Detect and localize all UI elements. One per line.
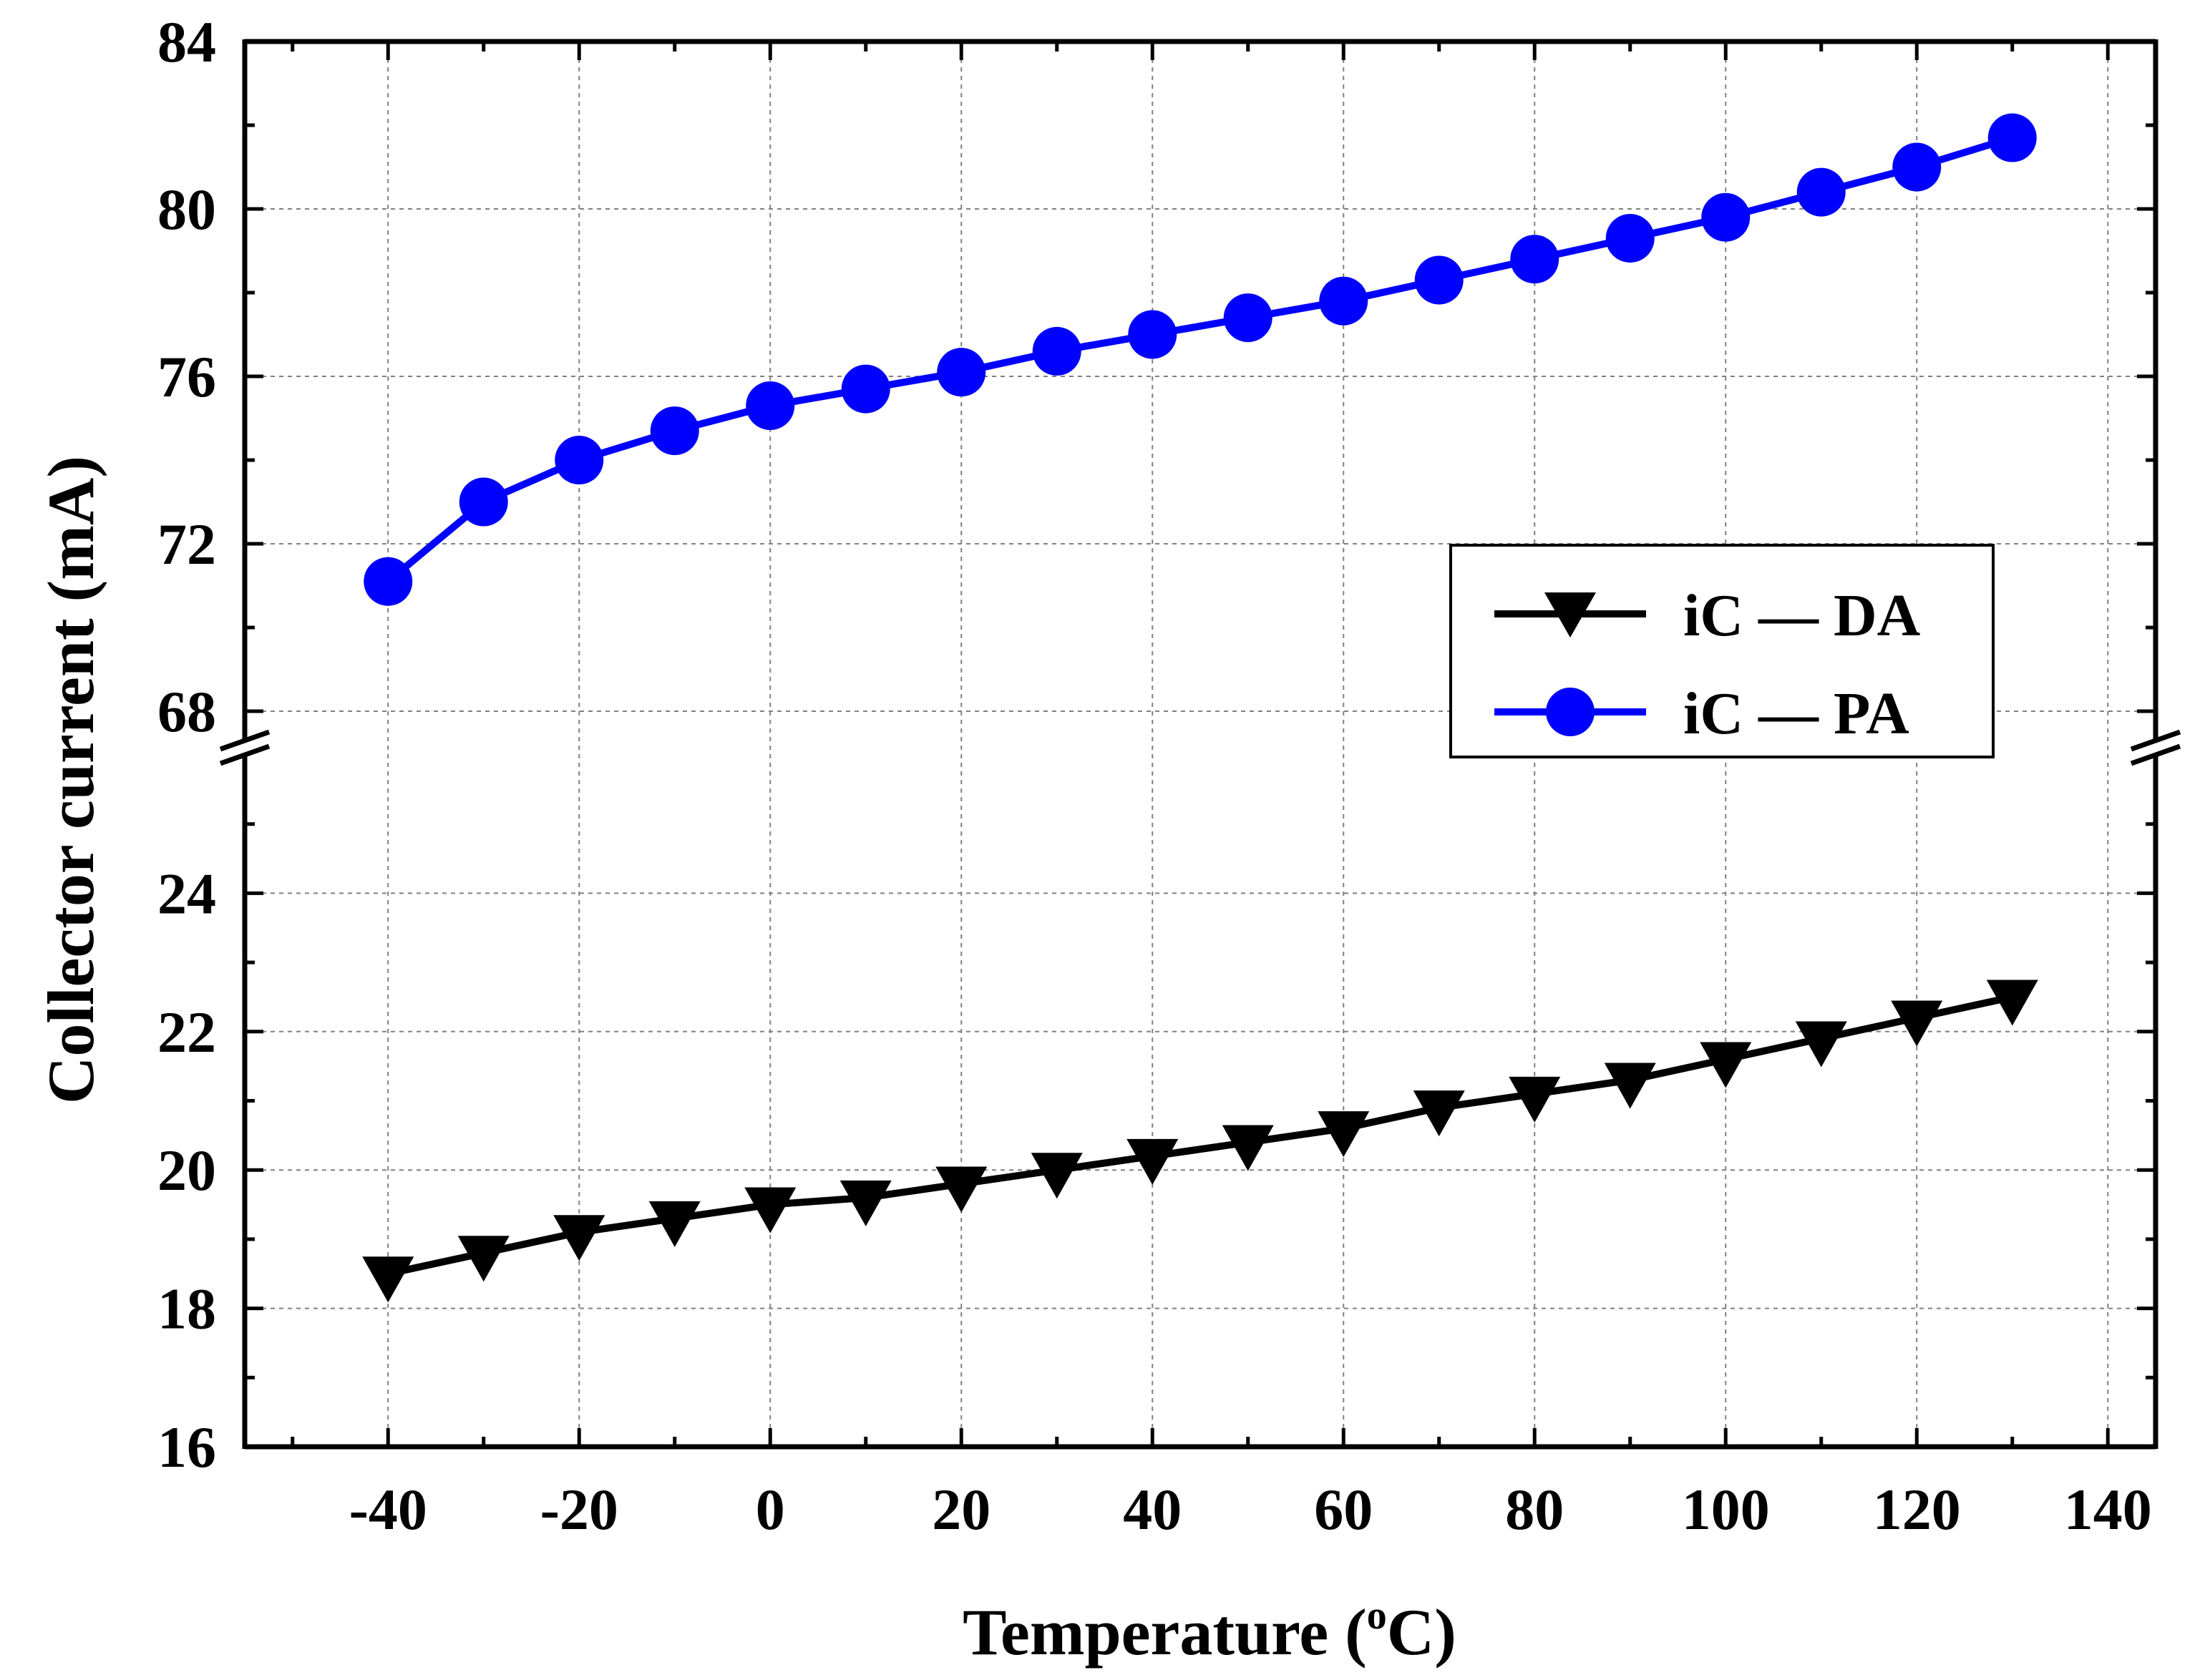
legend-marker-pa bbox=[1546, 688, 1595, 736]
legend-label-pa-tail: PA bbox=[1834, 680, 1909, 747]
data-point-pa bbox=[1414, 255, 1464, 305]
data-point-pa bbox=[1605, 213, 1655, 263]
data-point-pa bbox=[1987, 113, 2037, 162]
data-point-pa bbox=[746, 381, 795, 430]
axis-break-right bbox=[2130, 729, 2181, 752]
x-axis-title-end: C) bbox=[1387, 1596, 1456, 1669]
data-point-pa bbox=[650, 406, 699, 456]
data-point-pa bbox=[841, 364, 890, 414]
data-point-da bbox=[1126, 1138, 1179, 1185]
x-tick-label: 80 bbox=[1505, 1477, 1564, 1542]
data-point-da bbox=[457, 1236, 510, 1282]
x-tick-label: 100 bbox=[1682, 1477, 1770, 1542]
data-point-pa bbox=[1032, 326, 1081, 376]
data-point-da bbox=[362, 1256, 414, 1303]
legend-marker-da bbox=[1544, 592, 1596, 638]
data-point-pa bbox=[1510, 235, 1559, 284]
data-point-da bbox=[1604, 1063, 1656, 1109]
y-tick-label: 76 bbox=[157, 344, 216, 409]
x-axis-title: Temperature (oC) bbox=[963, 1593, 1456, 1669]
data-point-da bbox=[1318, 1111, 1370, 1158]
y-tick-label: 72 bbox=[157, 512, 216, 577]
x-axis-title-sup: o bbox=[1367, 1593, 1387, 1638]
legend-label-da-dash: — bbox=[1743, 582, 1834, 649]
data-point-pa bbox=[1796, 167, 1846, 217]
legend: iC — DA iC — PA bbox=[1449, 544, 1995, 758]
data-point-pa bbox=[1701, 192, 1751, 242]
data-point-da bbox=[648, 1201, 701, 1247]
y-tick-label: 84 bbox=[157, 9, 216, 74]
series-line-da bbox=[387, 993, 2013, 1278]
legend-box bbox=[1449, 544, 1995, 758]
x-tick-label: 20 bbox=[932, 1477, 990, 1542]
data-point-da bbox=[1700, 1042, 1752, 1088]
x-axis-title-main: Temperature ( bbox=[963, 1596, 1367, 1669]
data-point-pa bbox=[1128, 310, 1177, 359]
x-tick-label: 140 bbox=[2064, 1477, 2152, 1542]
axis-break-right bbox=[2130, 743, 2181, 766]
legend-label-pa: iC — PA bbox=[1683, 680, 1909, 747]
x-tick-label: -40 bbox=[349, 1477, 427, 1542]
data-point-da bbox=[1891, 1000, 1943, 1047]
tick-layer bbox=[245, 39, 2156, 1449]
label-layer: -40 -20 0 20 40 60 80 100 120 140 68 72 76 80 84 16 18 20… bbox=[157, 9, 2152, 1542]
data-point-da bbox=[935, 1166, 988, 1213]
y-tick-label: 68 bbox=[157, 679, 216, 744]
y-tick-label: 16 bbox=[157, 1415, 216, 1480]
legend-label-da: iC — DA bbox=[1683, 582, 1921, 649]
x-tick-label: 120 bbox=[1873, 1477, 1961, 1542]
y-axis-title: Collector current (mA) bbox=[34, 456, 107, 1104]
series-layer bbox=[362, 113, 2038, 1303]
legend-entry-pa: iC — PA bbox=[1494, 680, 1909, 747]
data-point-da bbox=[1986, 980, 2038, 1026]
y-tick-label: 22 bbox=[157, 1000, 216, 1065]
data-point-da bbox=[1795, 1021, 1847, 1068]
data-point-pa bbox=[364, 557, 413, 606]
x-tick-label: 0 bbox=[756, 1477, 785, 1542]
axis-break-left bbox=[219, 743, 271, 766]
data-point-da bbox=[744, 1187, 797, 1234]
axis-break-left bbox=[219, 729, 271, 752]
y-tick-label: 24 bbox=[157, 861, 216, 926]
data-point-pa bbox=[1223, 293, 1272, 343]
legend-label-da-tail: DA bbox=[1834, 582, 1921, 649]
data-point-da bbox=[1222, 1125, 1274, 1171]
legend-entry-da: iC — DA bbox=[1494, 582, 1921, 649]
legend-label-pa-main: iC bbox=[1683, 680, 1743, 747]
y-tick-label: 80 bbox=[157, 177, 216, 242]
data-point-pa bbox=[459, 477, 508, 527]
data-point-da bbox=[1031, 1153, 1083, 1199]
legend-label-pa-dash: — bbox=[1743, 680, 1834, 747]
x-tick-label: 60 bbox=[1314, 1477, 1373, 1542]
data-point-da bbox=[553, 1215, 605, 1261]
y-tick-label: 20 bbox=[157, 1138, 216, 1203]
series-line-pa bbox=[386, 134, 2014, 585]
data-point-pa bbox=[1319, 276, 1368, 326]
data-point-da bbox=[1509, 1076, 1561, 1123]
data-point-da bbox=[839, 1180, 892, 1226]
data-point-da bbox=[1413, 1090, 1465, 1137]
data-point-pa bbox=[555, 436, 604, 485]
y-tick-label: 18 bbox=[157, 1276, 216, 1342]
x-tick-label: 40 bbox=[1123, 1477, 1182, 1542]
data-point-pa bbox=[937, 348, 986, 397]
x-tick-label: -20 bbox=[540, 1477, 618, 1542]
legend-label-da-main: iC bbox=[1683, 582, 1743, 649]
data-point-pa bbox=[1892, 142, 1942, 192]
